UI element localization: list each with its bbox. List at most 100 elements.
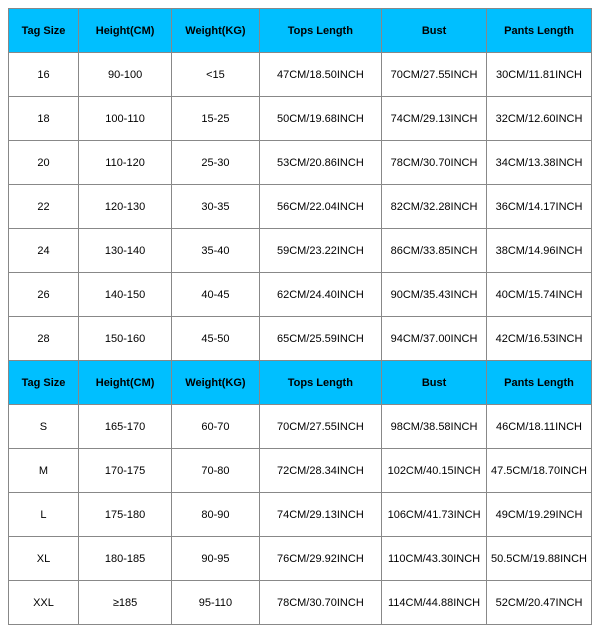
cell: 40-45 — [172, 273, 259, 317]
cell: 106CM/41.73INCH — [382, 493, 487, 537]
cell: 35-40 — [172, 229, 259, 273]
cell: 16 — [9, 53, 79, 97]
cell: 28 — [9, 317, 79, 361]
cell: 98CM/38.58INCH — [382, 405, 487, 449]
col-height: Height(CM) — [78, 361, 171, 405]
cell: 165-170 — [78, 405, 171, 449]
cell: 65CM/25.59INCH — [259, 317, 381, 361]
cell: 47.5CM/18.70INCH — [487, 449, 592, 493]
cell: 52CM/20.47INCH — [487, 581, 592, 625]
col-pants-length: Pants Length — [487, 361, 592, 405]
cell: XL — [9, 537, 79, 581]
cell: 59CM/23.22INCH — [259, 229, 381, 273]
cell: 42CM/16.53INCH — [487, 317, 592, 361]
cell: 40CM/15.74INCH — [487, 273, 592, 317]
cell: 90CM/35.43INCH — [382, 273, 487, 317]
cell: 76CM/29.92INCH — [259, 537, 381, 581]
col-height: Height(CM) — [78, 9, 171, 53]
col-tag-size: Tag Size — [9, 9, 79, 53]
cell: 80-90 — [172, 493, 259, 537]
table-row: 28 150-160 45-50 65CM/25.59INCH 94CM/37.… — [9, 317, 592, 361]
table-row: S 165-170 60-70 70CM/27.55INCH 98CM/38.5… — [9, 405, 592, 449]
cell: 56CM/22.04INCH — [259, 185, 381, 229]
cell: 46CM/18.11INCH — [487, 405, 592, 449]
col-tops-length: Tops Length — [259, 9, 381, 53]
cell: 175-180 — [78, 493, 171, 537]
cell: XXL — [9, 581, 79, 625]
cell: 53CM/20.86INCH — [259, 141, 381, 185]
cell: 50CM/19.68INCH — [259, 97, 381, 141]
cell: 94CM/37.00INCH — [382, 317, 487, 361]
cell: 170-175 — [78, 449, 171, 493]
cell: 110-120 — [78, 141, 171, 185]
size-chart-table: Tag Size Height(CM) Weight(KG) Tops Leng… — [8, 8, 592, 625]
cell: 90-95 — [172, 537, 259, 581]
size-chart-container: Tag Size Height(CM) Weight(KG) Tops Leng… — [0, 0, 600, 633]
table-row: 26 140-150 40-45 62CM/24.40INCH 90CM/35.… — [9, 273, 592, 317]
cell: 47CM/18.50INCH — [259, 53, 381, 97]
cell: L — [9, 493, 79, 537]
cell: 26 — [9, 273, 79, 317]
cell: 140-150 — [78, 273, 171, 317]
table-row: 18 100-110 15-25 50CM/19.68INCH 74CM/29.… — [9, 97, 592, 141]
cell: M — [9, 449, 79, 493]
cell: 30CM/11.81INCH — [487, 53, 592, 97]
cell: 110CM/43.30INCH — [382, 537, 487, 581]
cell: 45-50 — [172, 317, 259, 361]
cell: 62CM/24.40INCH — [259, 273, 381, 317]
table-row: XL 180-185 90-95 76CM/29.92INCH 110CM/43… — [9, 537, 592, 581]
col-pants-length: Pants Length — [487, 9, 592, 53]
col-weight: Weight(KG) — [172, 9, 259, 53]
cell: 50.5CM/19.88INCH — [487, 537, 592, 581]
cell: S — [9, 405, 79, 449]
cell: 36CM/14.17INCH — [487, 185, 592, 229]
col-weight: Weight(KG) — [172, 361, 259, 405]
cell: 70CM/27.55INCH — [259, 405, 381, 449]
cell: 20 — [9, 141, 79, 185]
cell: 49CM/19.29INCH — [487, 493, 592, 537]
header-row-1: Tag Size Height(CM) Weight(KG) Tops Leng… — [9, 9, 592, 53]
cell: 100-110 — [78, 97, 171, 141]
table-row: 24 130-140 35-40 59CM/23.22INCH 86CM/33.… — [9, 229, 592, 273]
cell: 78CM/30.70INCH — [382, 141, 487, 185]
cell: 90-100 — [78, 53, 171, 97]
cell: 32CM/12.60INCH — [487, 97, 592, 141]
cell: 70-80 — [172, 449, 259, 493]
table-row: XXL ≥185 95-110 78CM/30.70INCH 114CM/44.… — [9, 581, 592, 625]
cell: 114CM/44.88INCH — [382, 581, 487, 625]
cell: 78CM/30.70INCH — [259, 581, 381, 625]
table-row: 20 110-120 25-30 53CM/20.86INCH 78CM/30.… — [9, 141, 592, 185]
table-row: 22 120-130 30-35 56CM/22.04INCH 82CM/32.… — [9, 185, 592, 229]
cell: 74CM/29.13INCH — [382, 97, 487, 141]
cell: 180-185 — [78, 537, 171, 581]
col-bust: Bust — [382, 361, 487, 405]
cell: 24 — [9, 229, 79, 273]
cell: 150-160 — [78, 317, 171, 361]
cell: 25-30 — [172, 141, 259, 185]
cell: 130-140 — [78, 229, 171, 273]
table-row: 16 90-100 <15 47CM/18.50INCH 70CM/27.55I… — [9, 53, 592, 97]
cell: 18 — [9, 97, 79, 141]
header-row-2: Tag Size Height(CM) Weight(KG) Tops Leng… — [9, 361, 592, 405]
cell: 15-25 — [172, 97, 259, 141]
cell: 72CM/28.34INCH — [259, 449, 381, 493]
cell: 120-130 — [78, 185, 171, 229]
col-bust: Bust — [382, 9, 487, 53]
cell: 82CM/32.28INCH — [382, 185, 487, 229]
cell: <15 — [172, 53, 259, 97]
cell: 86CM/33.85INCH — [382, 229, 487, 273]
cell: ≥185 — [78, 581, 171, 625]
cell: 102CM/40.15INCH — [382, 449, 487, 493]
cell: 38CM/14.96INCH — [487, 229, 592, 273]
col-tops-length: Tops Length — [259, 361, 381, 405]
table-row: L 175-180 80-90 74CM/29.13INCH 106CM/41.… — [9, 493, 592, 537]
cell: 30-35 — [172, 185, 259, 229]
cell: 22 — [9, 185, 79, 229]
table-row: M 170-175 70-80 72CM/28.34INCH 102CM/40.… — [9, 449, 592, 493]
cell: 34CM/13.38INCH — [487, 141, 592, 185]
cell: 95-110 — [172, 581, 259, 625]
cell: 70CM/27.55INCH — [382, 53, 487, 97]
cell: 74CM/29.13INCH — [259, 493, 381, 537]
col-tag-size: Tag Size — [9, 361, 79, 405]
cell: 60-70 — [172, 405, 259, 449]
